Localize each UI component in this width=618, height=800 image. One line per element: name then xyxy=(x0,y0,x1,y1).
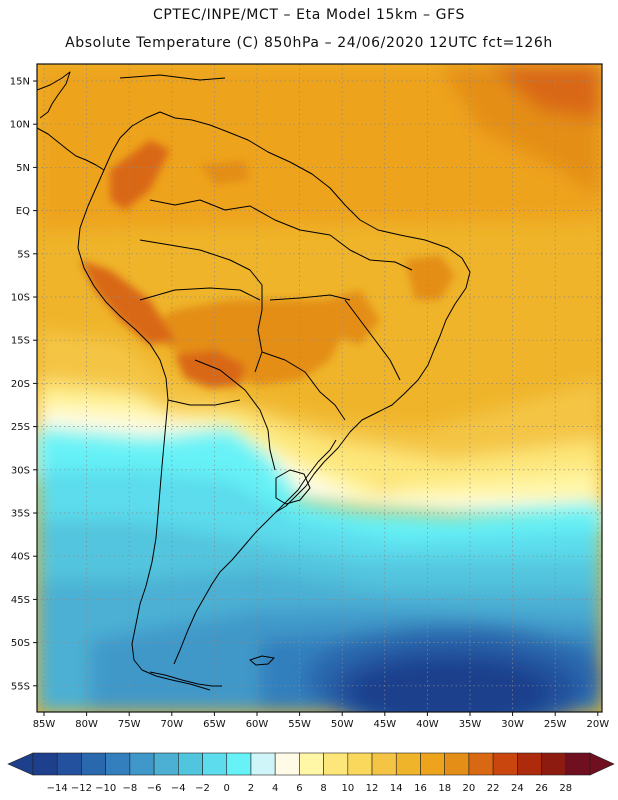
colorbar-label: 2 xyxy=(248,783,254,794)
lon-label: 55W xyxy=(288,719,311,730)
colorbar-label: −12 xyxy=(71,783,92,794)
colorbar-swatch xyxy=(444,752,470,776)
map-border xyxy=(36,63,603,713)
colorbar-label: 14 xyxy=(390,783,403,794)
colorbar-swatch xyxy=(129,752,155,776)
lat-label: 20S xyxy=(11,379,30,390)
lat-label: 15S xyxy=(11,336,30,347)
lat-label: EQ xyxy=(16,206,30,217)
lat-label: 25S xyxy=(11,422,30,433)
colorbar-label: 28 xyxy=(559,783,572,794)
colorbar-swatch xyxy=(32,752,58,776)
lon-label: 40W xyxy=(416,719,439,730)
lon-label: 65W xyxy=(203,719,226,730)
lat-label: 10N xyxy=(10,120,30,131)
colorbar-label: −10 xyxy=(95,783,116,794)
coastline xyxy=(37,71,471,691)
colorbar-swatches xyxy=(7,752,615,776)
lat-lon-grid xyxy=(37,64,602,712)
colorbar-swatch xyxy=(541,752,567,776)
colorbar-label: 18 xyxy=(438,783,451,794)
lat-label: 55S xyxy=(11,681,30,692)
colorbar-label: 6 xyxy=(296,783,302,794)
colorbar-swatch xyxy=(492,752,518,776)
colorbar-swatch xyxy=(468,752,494,776)
colorbar-label: 16 xyxy=(414,783,427,794)
lat-label: 40S xyxy=(11,552,30,563)
colorbar-swatch xyxy=(395,752,421,776)
colorbar-label: −4 xyxy=(171,783,186,794)
lon-label: 85W xyxy=(33,719,56,730)
lat-label: 5N xyxy=(16,163,30,174)
lon-label: 35W xyxy=(459,719,482,730)
lat-label: 50S xyxy=(11,638,30,649)
colorbar-right-arrow xyxy=(589,752,615,776)
colorbar-label: −2 xyxy=(195,783,210,794)
colorbar-swatch xyxy=(565,752,591,776)
latitude-labels: 15N 10N 5N EQ 5S 10S 15S 20S 25S 30S 35S 40S 45S 50S 5… xyxy=(10,77,37,692)
colorbar-swatch xyxy=(517,752,542,776)
colorbar-swatch xyxy=(323,752,349,776)
colorbar-swatch xyxy=(56,752,82,776)
colorbar-left-arrow xyxy=(7,752,34,776)
colorbar-swatch xyxy=(274,752,300,776)
colorbar-swatch xyxy=(299,752,324,776)
colorbar-label: 20 xyxy=(463,783,476,794)
colorbar-label: 22 xyxy=(487,783,500,794)
colorbar-swatch xyxy=(420,752,445,776)
colorbar-swatch xyxy=(250,752,276,776)
colorbar-swatch xyxy=(178,752,203,776)
lon-label: 30W xyxy=(501,719,524,730)
colorbar-swatch xyxy=(226,752,252,776)
colorbar-swatch xyxy=(153,752,179,776)
lon-label: 60W xyxy=(246,719,269,730)
colorbar-label: 0 xyxy=(224,783,230,794)
lat-label: 10S xyxy=(11,293,30,304)
temperature-colorbar: −14 −12 −10 −8 −6 −4 −2 0 2 4 6 8 10 12 14 16 18 20 22 24 26… xyxy=(7,752,615,794)
map-title-line-2: Absolute Temperature (C) 850hPa – 24/06/… xyxy=(65,35,553,51)
colorbar-label: −14 xyxy=(47,783,68,794)
colorbar-label: 10 xyxy=(341,783,354,794)
colorbar-swatch xyxy=(347,752,373,776)
map-title-line-1: CPTEC/INPE/MCT – Eta Model 15km – GFS xyxy=(152,7,466,23)
lon-label: 45W xyxy=(373,719,396,730)
lon-label: 50W xyxy=(331,719,354,730)
colorbar-swatch xyxy=(105,752,131,776)
lat-label: 5S xyxy=(17,249,30,260)
colorbar-label: 26 xyxy=(535,783,548,794)
colorbar-label: 4 xyxy=(272,783,278,794)
colorbar-label: 8 xyxy=(320,783,326,794)
lon-label: 70W xyxy=(160,719,183,730)
lat-label: 45S xyxy=(11,595,30,606)
lat-label: 30S xyxy=(11,465,30,476)
lat-label: 15N xyxy=(10,77,30,88)
colorbar-swatch xyxy=(202,752,228,776)
lon-label: 75W xyxy=(118,719,141,730)
colorbar-label: −6 xyxy=(147,783,162,794)
lat-label: 35S xyxy=(11,509,30,520)
colorbar-label: 24 xyxy=(511,783,524,794)
colorbar-label: 12 xyxy=(366,783,379,794)
lon-label: 20W xyxy=(586,719,609,730)
lon-label: 80W xyxy=(75,719,98,730)
colorbar-label: −8 xyxy=(122,783,137,794)
colorbar-swatch xyxy=(81,752,106,776)
longitude-labels: 85W 80W 75W 70W 65W 60W 55W 50W 45W 40W 35W 30W 25W 2… xyxy=(33,712,609,730)
colorbar-labels: −14 −12 −10 −8 −6 −4 −2 0 2 4 6 8 10 12 14 16 18 20 22 24 26… xyxy=(47,783,572,794)
colorbar-swatch xyxy=(371,752,397,776)
lon-label: 25W xyxy=(544,719,567,730)
temperature-field xyxy=(37,64,602,712)
